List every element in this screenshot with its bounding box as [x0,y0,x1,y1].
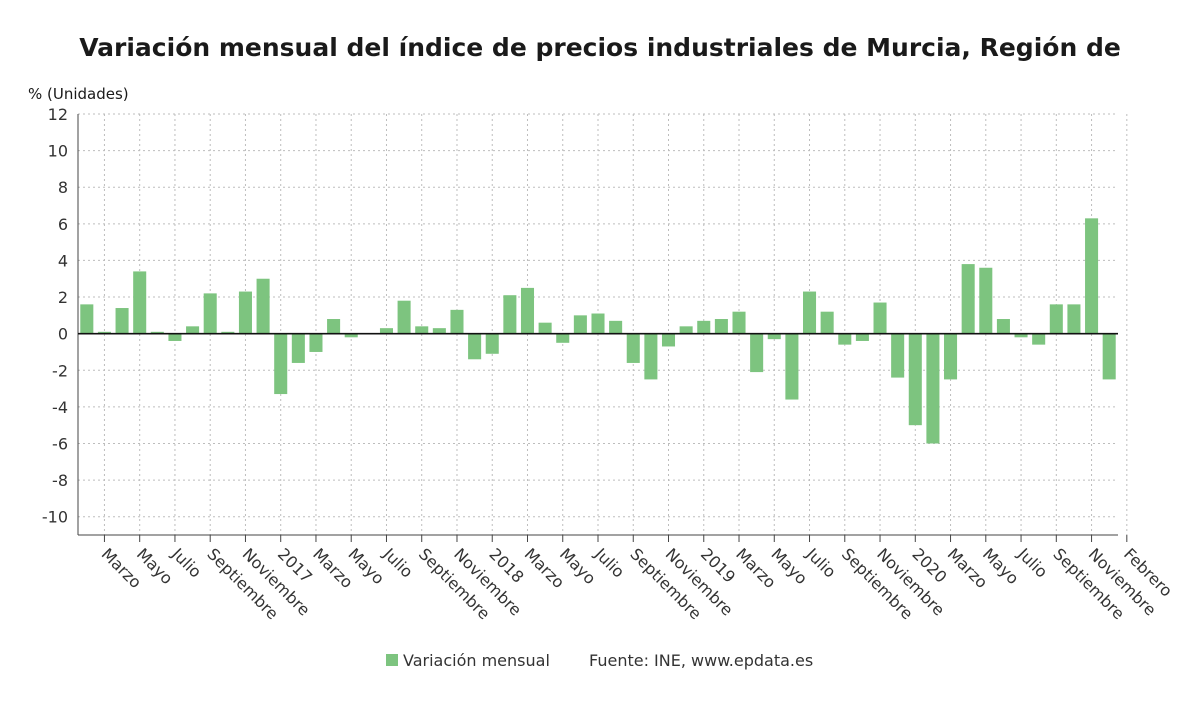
bar [944,333,958,380]
bar [556,333,570,343]
bar [115,308,129,334]
bar [626,333,640,363]
bar [80,304,94,334]
bar [661,333,676,347]
bar [609,320,623,334]
bar [291,333,305,363]
bar [309,333,323,352]
bar [97,331,111,334]
bar [150,331,164,334]
bar [926,333,940,444]
bar [855,333,869,341]
bar [785,333,799,400]
bar [591,313,605,334]
y-tick-label: -8 [52,471,68,490]
bar [679,326,693,334]
bar [732,311,746,334]
bar [274,333,288,395]
y-tick-label: -2 [52,361,68,380]
y-tick-label: 2 [58,288,68,307]
legend-swatch [386,654,398,666]
bar [697,320,711,334]
y-tick-label: 4 [58,251,68,270]
bar [344,333,358,338]
bar [168,333,182,341]
bar [891,333,905,378]
bar [1032,333,1046,345]
y-axis-unit-label: % (Unidades) [28,85,129,103]
bar [644,333,658,380]
bar [873,302,887,334]
bar [221,331,235,334]
bar [203,293,217,334]
bar [520,287,535,334]
y-tick-label: -10 [42,508,68,527]
bar [379,328,393,334]
y-tick-label: 10 [48,142,68,161]
bar [238,291,252,334]
bar [256,278,270,334]
bar [767,333,781,340]
bar [838,333,852,345]
bar [1067,304,1081,334]
bar [1085,218,1099,334]
source-label: Fuente: INE, www.epdata.es [589,651,813,670]
y-tick-label: 12 [48,105,68,124]
bar [327,319,341,334]
bars [80,218,1116,444]
legend-label: Variación mensual [403,651,550,670]
bar [1102,333,1116,380]
bar [133,271,147,334]
bar [714,319,728,334]
x-axis: MarzoMayoJulioSeptiembreNoviembre2017Mar… [78,332,1176,623]
bar [573,315,587,334]
bar [503,295,517,334]
bar [397,300,411,334]
y-tick-label: -6 [52,434,68,453]
y-tick-label: 6 [58,215,68,234]
bar [450,309,464,334]
bar [468,333,482,360]
y-tick-label: 8 [58,178,68,197]
bar [908,333,922,426]
bar [820,311,834,334]
y-tick-label: 0 [58,325,68,344]
bar [961,264,975,334]
bar [750,333,764,373]
bar [432,328,446,334]
bar [803,291,817,334]
bar [485,333,499,354]
chart-title: Variación mensual del índice de precios … [79,33,1121,62]
bar [186,326,200,334]
bar [979,267,993,334]
bar [415,326,429,334]
bar [538,322,552,334]
bar [996,319,1010,334]
y-axis: 12 10 8 6 4 2 0 -2 -4 -6 -8 -10 [42,105,79,535]
legend: Variación mensual Fuente: INE, www.epdat… [386,651,813,670]
bar [1014,333,1028,338]
y-tick-label: -4 [52,398,68,417]
bar [1049,304,1063,334]
